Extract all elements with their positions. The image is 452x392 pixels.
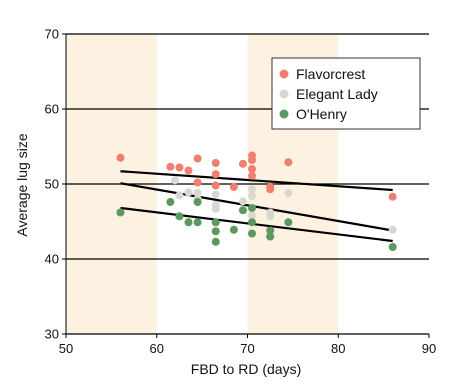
legend-box [271,57,421,130]
point-s2-5 [193,218,202,227]
y-tick-label-50: 50 [45,177,59,192]
point-s0-17 [284,158,293,167]
point-s1-15 [388,225,397,234]
y-tick-label-70: 70 [45,27,59,42]
point-s0-6 [211,159,220,167]
point-s2-15 [266,232,275,241]
point-s2-16 [284,218,293,227]
point-s2-4 [193,198,202,206]
point-s1-5 [211,190,220,199]
point-s0-14 [248,171,257,180]
trend-lines [120,170,393,243]
y-axis-label: Average lug size [14,133,30,236]
point-s1-7 [211,204,220,213]
point-s0-2 [175,163,184,172]
point-s0-5 [193,178,202,187]
x-tick-label-80: 80 [331,341,345,356]
axes: 50 60 70 80 90 30 40 50 60 70 [45,27,437,357]
point-s0-0 [116,153,125,162]
point-s2-12 [248,218,257,227]
legend-marker-0 [279,69,289,79]
y-tick-label-60: 60 [45,102,59,117]
x-tick-label-60: 60 [150,341,164,356]
point-s2-14 [266,226,275,235]
point-s2-8 [211,237,220,246]
point-s0-10 [238,159,247,168]
point-s0-13 [248,165,257,173]
point-s0-18 [388,192,397,201]
point-s0-9 [229,183,238,191]
x-tick-label-90: 90 [422,341,436,356]
point-s0-8 [211,181,220,190]
point-s1-13 [266,212,275,221]
legend-marker-2 [279,109,289,119]
x-tick-label-70: 70 [240,341,254,356]
legend-marker-1 [279,89,289,99]
point-s1-14 [284,189,293,197]
x-axis-label: FBD to RD (days) [191,361,301,377]
x-tick-label-50: 50 [59,341,73,356]
point-s1-8 [238,197,247,206]
point-s0-16 [266,185,275,194]
point-s2-10 [238,206,247,215]
point-s2-13 [248,229,257,238]
legend-label-0: Flavorcrest [296,66,365,82]
legend-label-2: O'Henry [296,106,347,122]
trend-line-0 [120,170,393,192]
point-s2-6 [211,218,220,227]
point-s2-2 [175,212,184,221]
point-s1-1 [175,191,184,200]
point-s1-10 [248,192,257,200]
point-s1-0 [170,176,179,185]
point-s0-4 [193,154,202,163]
point-s0-1 [166,162,175,171]
point-s2-17 [388,243,397,251]
point-s2-0 [116,208,125,217]
point-s2-1 [166,198,175,206]
point-s1-2 [184,188,193,197]
legend-label-1: Elegant Lady [296,86,378,102]
y-tick-label-30: 30 [45,327,59,342]
point-s0-12 [248,156,257,164]
point-s2-9 [229,225,238,234]
y-tick-label-40: 40 [45,252,59,267]
point-s1-9 [248,185,257,194]
trend-line-1 [120,182,393,232]
data-points [116,151,397,251]
legend: Flavorcrest Elegant Lady O'Henry [271,57,421,130]
point-s2-11 [248,204,257,212]
point-s2-3 [184,218,193,227]
point-s2-7 [211,227,220,236]
point-s1-3 [193,189,202,197]
point-s1-11 [248,211,257,220]
point-s0-3 [184,166,193,175]
point-s0-7 [211,170,220,179]
trend-line-2 [120,206,393,243]
